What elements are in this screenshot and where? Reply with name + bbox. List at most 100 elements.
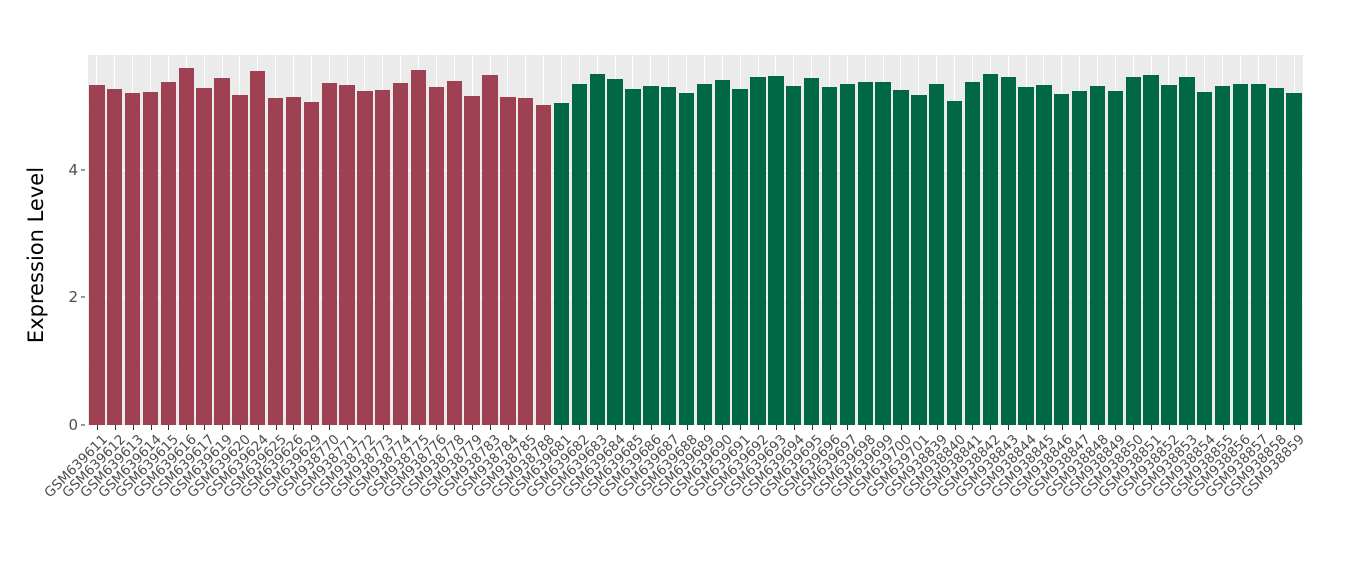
bar[interactable] — [643, 85, 659, 425]
bar[interactable] — [661, 86, 677, 425]
bar[interactable] — [1161, 84, 1177, 425]
y-axis-tick-mark — [81, 424, 85, 426]
bar[interactable] — [446, 80, 462, 425]
bar[interactable] — [1268, 87, 1284, 425]
x-axis-tick-mark — [1276, 425, 1278, 430]
bar[interactable] — [1286, 93, 1302, 425]
x-axis-tick-mark — [1240, 425, 1242, 430]
x-axis-tick-mark — [400, 425, 402, 430]
x-axis-tick-mark — [222, 425, 223, 430]
x-axis-tick-mark — [114, 425, 116, 430]
x-axis-tick-mark — [436, 425, 438, 430]
x-axis-tick-mark — [1186, 425, 1188, 430]
bar[interactable] — [1197, 92, 1213, 425]
x-axis-tick-mark — [686, 425, 688, 430]
bar[interactable] — [500, 97, 516, 425]
x-axis-tick-mark — [1097, 425, 1099, 430]
bar[interactable] — [1250, 84, 1266, 425]
x-axis-tick-mark — [829, 425, 831, 430]
x-axis-tick-mark — [1115, 425, 1117, 430]
x-axis-tick-mark — [150, 425, 152, 430]
x-axis-tick-mark — [704, 425, 706, 430]
bar[interactable] — [678, 92, 695, 425]
bar[interactable] — [393, 83, 409, 425]
bar[interactable] — [142, 92, 159, 425]
bar[interactable] — [714, 79, 730, 425]
bar[interactable] — [267, 98, 284, 425]
bar[interactable] — [357, 90, 373, 425]
bar[interactable] — [160, 81, 177, 425]
bar[interactable] — [1089, 85, 1106, 425]
x-axis-tick-mark — [650, 425, 652, 430]
bar[interactable] — [1000, 76, 1016, 425]
bar[interactable] — [1107, 91, 1124, 425]
plot-panel — [88, 55, 1303, 425]
bar[interactable] — [375, 90, 391, 425]
bar[interactable] — [428, 86, 445, 425]
x-axis-tick-mark — [883, 425, 885, 430]
y-axis-tick-label: 0 — [68, 416, 78, 434]
x-axis-tick-mark — [1258, 425, 1260, 430]
bar[interactable] — [732, 89, 748, 425]
bar[interactable] — [964, 82, 981, 425]
bar[interactable] — [124, 92, 141, 425]
bar[interactable] — [893, 90, 909, 425]
bar[interactable] — [196, 87, 212, 425]
bar[interactable] — [107, 88, 123, 425]
bar[interactable] — [875, 81, 891, 425]
bar[interactable] — [232, 95, 248, 425]
bar[interactable] — [1054, 93, 1070, 425]
bar[interactable] — [1071, 90, 1088, 425]
x-axis-tick-mark — [722, 425, 724, 430]
bar[interactable] — [571, 84, 588, 425]
bar[interactable] — [1232, 84, 1249, 425]
bar[interactable] — [178, 67, 194, 425]
bar[interactable] — [857, 81, 873, 425]
bar[interactable] — [553, 103, 570, 425]
x-axis-tick-mark — [579, 425, 581, 430]
x-axis-tick-mark — [96, 425, 98, 430]
bar[interactable] — [321, 83, 337, 425]
bar[interactable] — [839, 83, 856, 425]
bar[interactable] — [89, 84, 105, 425]
bar[interactable] — [464, 95, 480, 425]
bar[interactable] — [482, 75, 498, 425]
bar[interactable] — [607, 79, 623, 425]
x-axis-tick-mark — [758, 425, 760, 430]
bar[interactable] — [982, 73, 998, 425]
bar[interactable] — [750, 77, 766, 425]
bar[interactable] — [768, 76, 784, 425]
bar[interactable] — [786, 85, 802, 425]
bar[interactable] — [929, 84, 945, 425]
bar[interactable] — [803, 77, 820, 425]
bar[interactable] — [1036, 84, 1052, 425]
x-axis-tick-mark — [1026, 425, 1028, 430]
bar[interactable] — [1125, 77, 1141, 425]
bar[interactable] — [911, 95, 927, 425]
bar[interactable] — [250, 70, 266, 425]
bar[interactable] — [518, 97, 534, 425]
bar[interactable] — [625, 88, 641, 425]
bar[interactable] — [1143, 75, 1159, 425]
bar[interactable] — [946, 100, 963, 425]
x-axis-tick-mark — [490, 425, 492, 430]
bar[interactable] — [303, 102, 320, 425]
bar[interactable] — [410, 69, 427, 425]
bar[interactable] — [1179, 76, 1195, 425]
bar[interactable] — [1214, 85, 1231, 425]
bar[interactable] — [285, 97, 302, 425]
bar[interactable] — [589, 74, 605, 425]
x-axis-tick-marks — [88, 425, 1303, 431]
x-axis-tick-mark — [347, 425, 349, 430]
bar[interactable] — [1018, 86, 1034, 425]
x-axis-tick-mark — [775, 425, 777, 430]
bar[interactable] — [339, 84, 355, 425]
x-axis-tick-mark — [543, 425, 545, 430]
bar[interactable] — [214, 77, 230, 425]
bar[interactable] — [821, 86, 838, 425]
x-axis-tick-mark — [954, 425, 956, 430]
bar[interactable] — [696, 84, 713, 425]
y-axis-tick-mark — [81, 169, 85, 171]
bar[interactable] — [535, 104, 552, 425]
